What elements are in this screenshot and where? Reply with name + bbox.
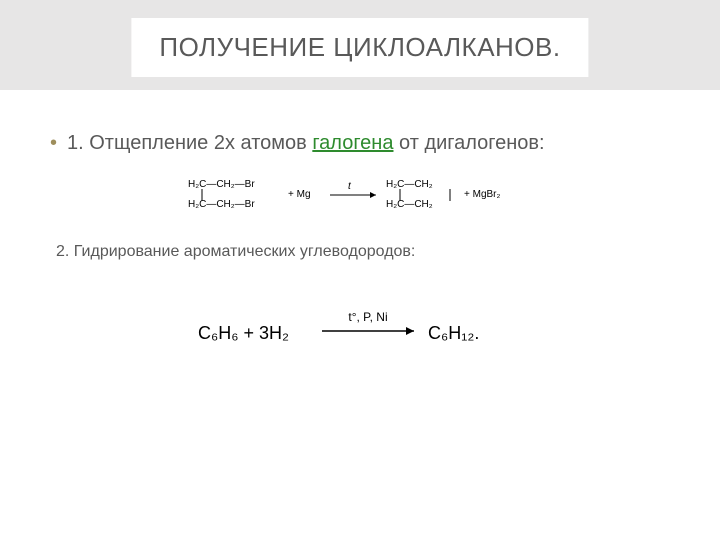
svg-text:+ MgBr₂: + MgBr₂ [464,189,501,200]
reaction-2-svg: C₆H₆ + 3H₂ t°, P, Ni C₆H₁₂. [190,303,530,353]
page-title: ПОЛУЧЕНИЕ ЦИКЛОАЛКАНОВ. [131,18,588,77]
reaction-2: C₆H₆ + 3H₂ t°, P, Ni C₆H₁₂. [50,303,670,353]
halogen-link[interactable]: галогена [312,132,393,154]
svg-text:H₂C—CH₂: H₂C—CH₂ [386,179,433,190]
svg-text:t°, P, Ni: t°, P, Ni [348,310,387,324]
content-area: • 1. Отщепление 2х атомов галогена от ди… [0,90,720,353]
svg-text:C₆H₁₂.: C₆H₁₂. [428,323,479,343]
header-band: ПОЛУЧЕНИЕ ЦИКЛОАЛКАНОВ. [0,0,720,90]
item-1-post: от дигалогенов: [393,132,544,154]
svg-text:+ Mg: + Mg [288,189,311,200]
svg-text:t: t [348,181,352,192]
item-1-text: 1. Отщепление 2х атомов галогена от дига… [67,130,670,157]
svg-text:C₆H₆ + 3H₂: C₆H₆ + 3H₂ [198,323,289,343]
item-1-pre: 1. Отщепление 2х атомов [67,132,312,154]
item-1: • 1. Отщепление 2х атомов галогена от ди… [50,130,670,157]
reaction-1-svg: H₂C—CH₂—Br H₂C—CH₂—Br + Mg t H₂C—CH₂ H₂C… [180,171,540,215]
svg-text:H₂C—CH₂—Br: H₂C—CH₂—Br [188,199,255,210]
svg-text:H₂C—CH₂—Br: H₂C—CH₂—Br [188,179,255,190]
bullet-icon: • [50,130,57,157]
svg-text:H₂C—CH₂: H₂C—CH₂ [386,199,433,210]
reaction-1: H₂C—CH₂—Br H₂C—CH₂—Br + Mg t H₂C—CH₂ H₂C… [50,171,670,215]
item-2: 2. Гидрирование ароматических углеводоро… [56,243,670,261]
